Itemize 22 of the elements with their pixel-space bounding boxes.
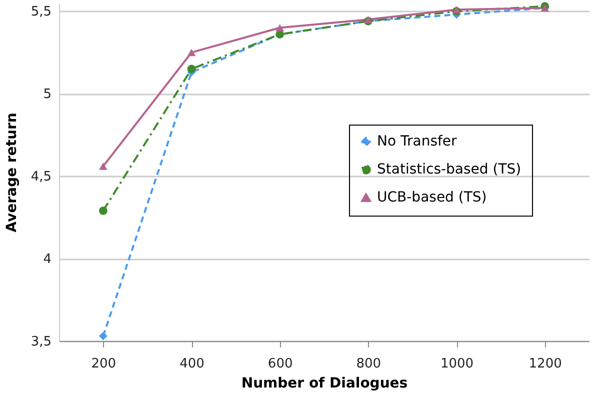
x-tick-label: 200 — [91, 356, 116, 372]
point — [276, 24, 284, 32]
point — [98, 162, 108, 170]
legend-label: No Transfer — [377, 134, 458, 150]
x-tick-label: 600 — [268, 356, 293, 372]
legend-label: UCB-based (TS) — [377, 190, 487, 206]
point — [98, 206, 108, 215]
y-tick-label: 4,5 — [30, 170, 52, 185]
y-tick-label: 3,5 — [30, 334, 52, 350]
x-tick-label: 400 — [180, 356, 204, 372]
point — [187, 64, 196, 74]
x-tick-label: 1000 — [440, 356, 474, 372]
point — [187, 48, 196, 56]
x-tick-label: 1200 — [528, 356, 562, 372]
legend-label: Statistics-based (TS) — [377, 162, 522, 178]
y-tick-label: 5,5 — [30, 4, 52, 20]
y-axis-title: Average return — [4, 112, 20, 232]
x-axis-title: Number of Dialogues — [241, 376, 408, 392]
point — [98, 332, 108, 340]
y-tick-label: 5 — [43, 87, 52, 102]
x-tick-label: 800 — [356, 356, 382, 372]
y-tick-label: 4 — [43, 252, 52, 268]
